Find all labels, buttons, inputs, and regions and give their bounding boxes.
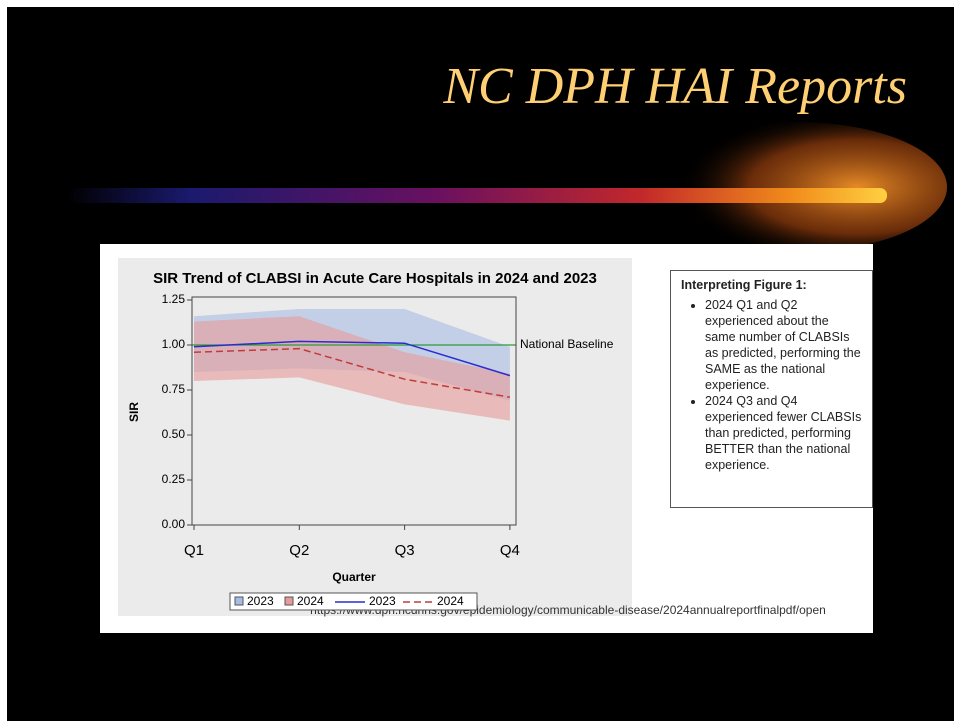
y-tick-label: 1.00 [162,337,186,351]
plot: National Baseline 0.00 0.25 0.50 0.75 1.00 1.2… [127,292,614,611]
notes-box: Interpreting Figure 1: 2024 Q1 and Q2 ex… [670,270,873,508]
slide-title: NC DPH HAI Reports [442,58,907,115]
notes-heading: Interpreting Figure 1: [681,278,807,292]
series-line [193,347,511,398]
x-axis-label: Quarter [332,570,376,584]
y-tick-label: 0.50 [162,427,186,441]
series-line [193,340,511,377]
x-tick-label: Q1 [184,542,204,559]
x-tick-label: Q2 [289,542,309,559]
y-tick-label: 1.25 [162,292,186,306]
legend-label: 2024 [437,594,464,608]
notes-list: 2024 Q1 and Q2 experienced about the sam… [681,297,862,473]
y-tick-label: 0.25 [162,472,186,486]
y-tick-label: 0.00 [162,517,186,531]
decoration [67,188,887,203]
chart-title: SIR Trend of CLABSI in Acute Care Hospit… [153,270,597,287]
y-axis-label: SIR [127,402,141,422]
slide: NC DPH HAI Reports SIR Trend of CLABSI i… [7,7,954,721]
decoration [647,122,947,252]
legend-label: 2023 [369,594,396,608]
x-tick-label: Q3 [395,542,415,559]
legend-swatch [234,596,244,606]
plot-frame [191,296,517,526]
legend-swatch [284,596,294,606]
note-bullet: 2024 Q3 and Q4 experienced fewer CLABSIs… [705,393,862,473]
legend-label: 2024 [297,594,324,608]
x-tick-label: Q4 [500,542,520,559]
legend-label: 2023 [247,594,274,608]
reference-label: National Baseline [520,337,614,351]
note-bullet: 2024 Q1 and Q2 experienced about the sam… [705,297,862,393]
y-tick-label: 0.75 [162,382,186,396]
